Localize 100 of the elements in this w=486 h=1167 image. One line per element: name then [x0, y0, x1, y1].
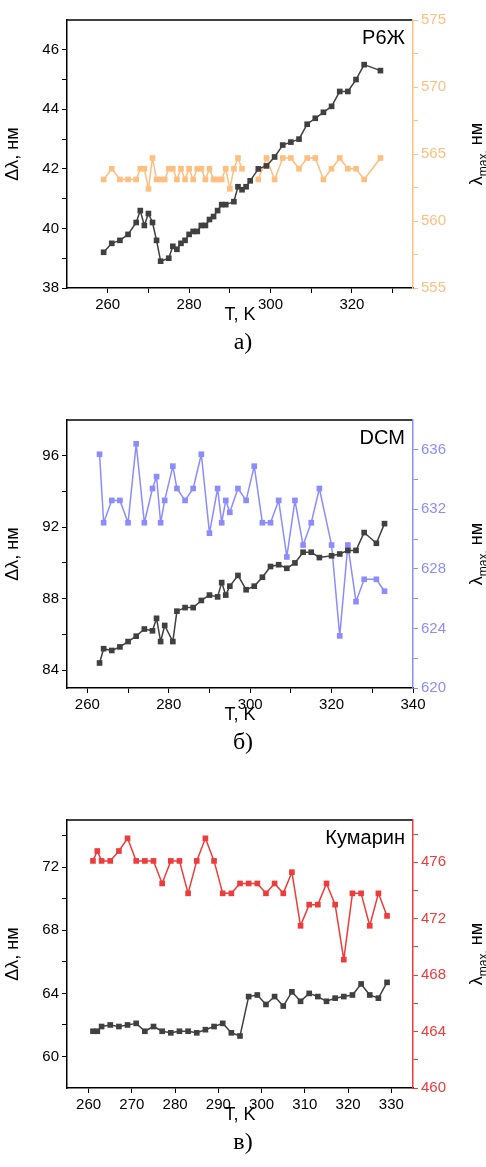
- point: [190, 604, 197, 611]
- x-tick-label: 260: [76, 1095, 102, 1113]
- y-tick-label: 44: [42, 99, 59, 117]
- point: [218, 519, 225, 526]
- y-tick-label: 68: [42, 920, 59, 938]
- point: [227, 186, 233, 192]
- point: [306, 901, 313, 908]
- point: [94, 1028, 101, 1035]
- y2-tick-label: 620: [421, 678, 447, 696]
- point: [292, 560, 298, 566]
- point: [384, 913, 390, 919]
- point: [279, 155, 286, 161]
- point: [361, 576, 367, 583]
- point: [373, 540, 380, 547]
- y-tick-label: 38: [42, 278, 59, 296]
- point: [98, 858, 105, 864]
- point: [361, 176, 367, 183]
- point: [182, 237, 188, 244]
- point: [133, 440, 140, 447]
- point: [218, 579, 225, 586]
- y2-tick-label: 464: [421, 1021, 447, 1039]
- x-tick-label: 310: [292, 1095, 318, 1113]
- point: [142, 1028, 148, 1035]
- y-tick-label: 96: [42, 445, 59, 463]
- point: [170, 165, 176, 172]
- x-tick-label: 280: [162, 1095, 188, 1113]
- point: [267, 519, 274, 526]
- point: [185, 890, 191, 897]
- point: [133, 858, 140, 864]
- point: [174, 176, 180, 183]
- annotation: Р6Ж: [362, 25, 406, 48]
- point: [259, 519, 266, 526]
- y-tick-label: 46: [42, 39, 59, 57]
- point: [251, 463, 258, 469]
- point: [353, 598, 359, 605]
- point: [328, 165, 335, 172]
- point: [235, 485, 241, 492]
- point: [323, 998, 330, 1005]
- x-tick-label: 280: [156, 695, 182, 713]
- x-tick-label: 270: [119, 1095, 145, 1113]
- point: [340, 956, 347, 963]
- point: [300, 549, 306, 556]
- y-tick-label: 42: [42, 159, 59, 177]
- y2-tick-label: 460: [421, 1078, 447, 1096]
- point: [124, 1022, 131, 1028]
- point: [254, 992, 261, 998]
- point: [193, 1029, 200, 1036]
- point: [161, 176, 168, 183]
- y-axis-title: Δλ, нм: [1, 527, 22, 581]
- point: [237, 880, 243, 887]
- y2-tick-label: 472: [421, 908, 447, 926]
- point: [153, 615, 160, 622]
- point: [182, 497, 188, 504]
- y2-tick-label: 628: [421, 559, 447, 577]
- point: [141, 165, 148, 172]
- point: [211, 858, 217, 864]
- point: [353, 165, 359, 172]
- point: [125, 638, 131, 645]
- point: [332, 901, 338, 908]
- x-tick-label: 280: [176, 295, 202, 313]
- point: [145, 186, 152, 192]
- point: [161, 497, 168, 504]
- y2-tick-label: 632: [421, 499, 447, 517]
- point: [243, 497, 249, 504]
- annotation: Кумарин: [325, 825, 405, 848]
- point: [231, 198, 237, 205]
- point: [377, 155, 384, 161]
- point: [304, 121, 310, 128]
- point: [193, 858, 200, 864]
- point: [198, 451, 205, 458]
- point: [165, 255, 172, 262]
- point: [94, 848, 101, 854]
- point: [125, 519, 131, 526]
- point: [239, 165, 245, 172]
- y-tick-label: 40: [42, 218, 59, 236]
- point: [176, 858, 183, 864]
- y2-tick-label: 555: [421, 278, 447, 296]
- text: б): [231, 728, 255, 755]
- point: [312, 155, 319, 161]
- point: [292, 497, 298, 504]
- point: [320, 109, 327, 116]
- y-axis-title: Δλ, нм: [1, 127, 22, 181]
- point: [288, 155, 294, 161]
- point: [366, 922, 373, 929]
- point: [214, 594, 221, 600]
- x-tick-label: 260: [74, 695, 100, 713]
- point: [358, 981, 364, 987]
- x-tick-label: 300: [258, 295, 284, 313]
- point: [100, 519, 107, 526]
- point: [235, 572, 241, 579]
- point: [227, 509, 233, 516]
- point: [304, 155, 310, 161]
- point: [235, 155, 241, 161]
- point: [254, 880, 261, 887]
- point: [345, 88, 351, 95]
- point: [190, 176, 197, 183]
- point: [227, 583, 233, 589]
- point: [108, 647, 115, 654]
- point: [283, 554, 290, 560]
- point: [107, 1022, 114, 1028]
